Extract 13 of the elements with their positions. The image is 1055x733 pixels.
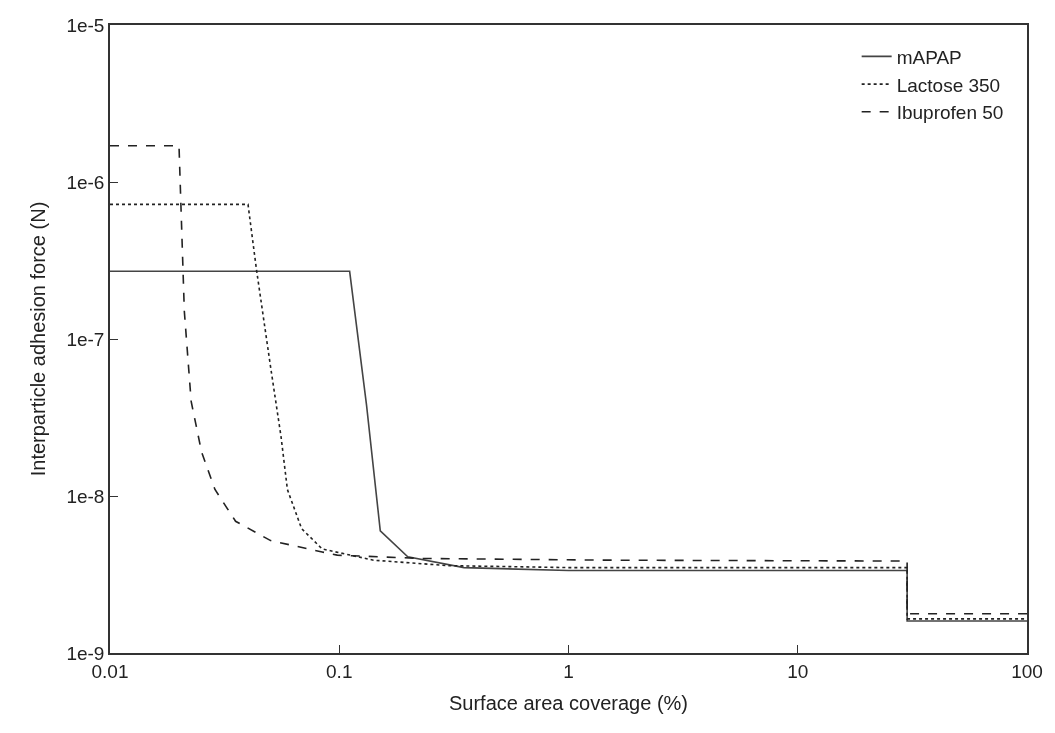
x-axis-title: Surface area coverage (%) [448,691,689,714]
y-tick-label: 1e-6 [66,171,105,193]
x-tick-label: 1 [563,660,574,682]
legend-label: Ibuprofen 50 [896,102,1004,124]
legend-label: mAPAP [896,46,962,68]
y-tick-label: 1e-7 [66,328,105,350]
x-tick-label: 100 [1011,660,1043,682]
x-tick-label: 0.1 [326,660,353,682]
legend-label: Lactose 350 [896,74,1001,96]
y-tick-label: 1e-5 [66,14,105,36]
y-tick-label: 1e-8 [66,485,105,507]
y-axis-title: Interparticle adhesion force (N) [27,201,50,477]
x-tick-label: 10 [787,660,809,682]
